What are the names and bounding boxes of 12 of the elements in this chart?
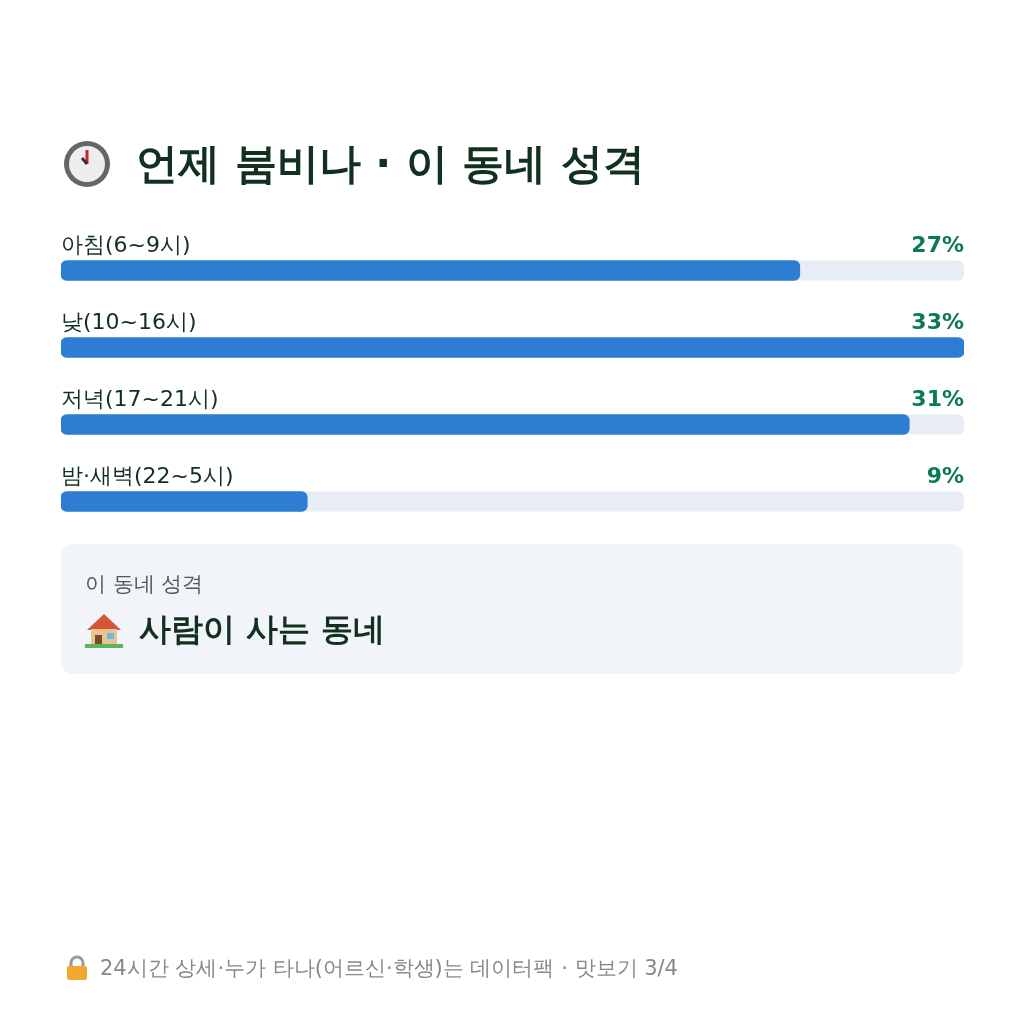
text: 사람이 사는 동네	[139, 609, 386, 650]
y-tick-label: 밤·새벽(22~5시)	[61, 462, 234, 488]
data-label: 27%	[911, 231, 964, 257]
y-tick-label: 아침(6~9시)	[61, 231, 191, 257]
y-tick-label: 저녁(17~21시)	[61, 385, 219, 411]
chart-title: 언제 붐비나 · 이 동네 성격	[136, 138, 646, 190]
data-label: 31%	[911, 385, 964, 411]
y-tick-label: 낮(10~16시)	[61, 308, 197, 334]
data-label: 9%	[926, 462, 964, 488]
text: 이 동네 성격	[85, 571, 204, 598]
text: 24시간 상세·누가 타나(어르신·학생)는 데이터팩 · 맛보기 3/4	[100, 955, 678, 982]
data-label: 33%	[911, 308, 964, 334]
